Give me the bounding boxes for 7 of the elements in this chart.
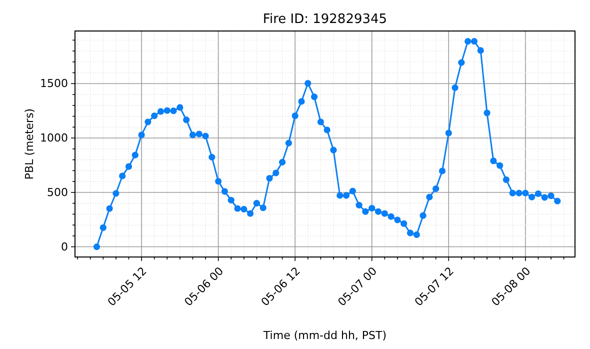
y-tick-label: 0	[61, 240, 68, 254]
y-tick-label: 1500	[40, 77, 68, 90]
x-axis-title: Time (mm-dd hh, PST)	[262, 329, 387, 342]
y-tick-label: 500	[47, 186, 68, 199]
y-tick-label: 1000	[40, 132, 68, 145]
chart-title: Fire ID: 192829345	[262, 12, 388, 27]
y-axis-title: PBL (meters)	[23, 108, 36, 180]
